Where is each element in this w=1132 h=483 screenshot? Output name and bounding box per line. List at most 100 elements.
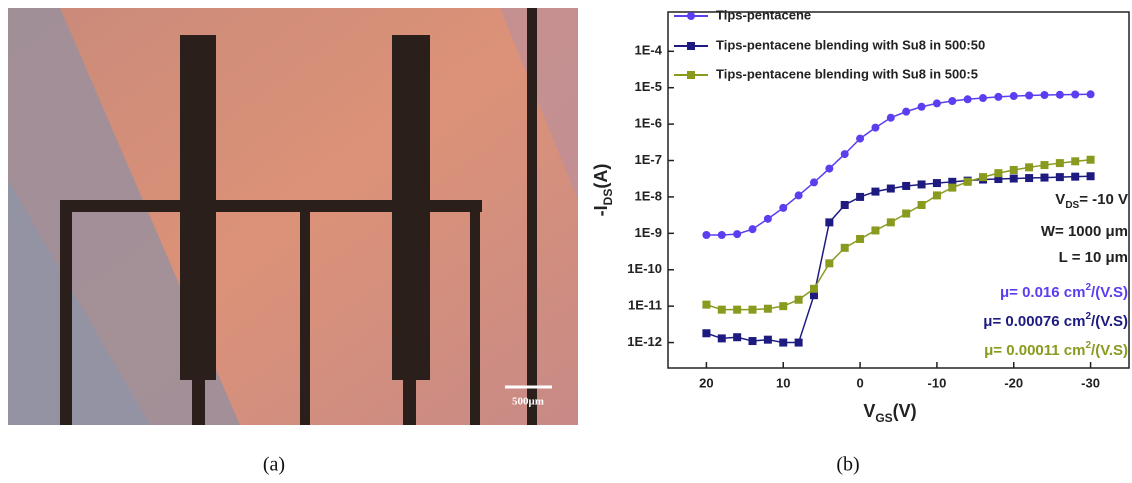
annotation: W= 1000 μm bbox=[1041, 223, 1128, 240]
marker bbox=[702, 300, 711, 309]
marker bbox=[840, 243, 849, 252]
annotation-part: /(V.S) bbox=[1091, 313, 1128, 330]
annotation: μ= 0.00076 cm2/(V.S) bbox=[983, 311, 1128, 330]
marker bbox=[1086, 155, 1095, 164]
x-tick-label: 10 bbox=[776, 375, 790, 390]
axis-label-unit: (A) bbox=[591, 164, 611, 189]
marker bbox=[886, 184, 895, 193]
legend-marker bbox=[687, 12, 695, 20]
annotation-part: V bbox=[1055, 191, 1065, 208]
annotation-part: DS bbox=[1065, 200, 1079, 211]
marker bbox=[733, 305, 742, 314]
annotation-part: = -10 V bbox=[1079, 191, 1128, 208]
marker bbox=[1055, 90, 1064, 99]
legend-marker bbox=[687, 71, 695, 79]
marker bbox=[948, 183, 957, 192]
x-tick-label: -10 bbox=[928, 375, 947, 390]
marker bbox=[917, 200, 926, 209]
marker bbox=[763, 335, 772, 344]
axis-label-sub: GS bbox=[875, 411, 892, 425]
y-tick-label: 1E-8 bbox=[635, 188, 662, 203]
marker bbox=[994, 169, 1003, 178]
marker bbox=[748, 225, 757, 234]
micrograph: 500μm bbox=[8, 8, 578, 425]
marker bbox=[809, 284, 818, 293]
marker bbox=[902, 107, 911, 116]
y-tick-label: 1E-5 bbox=[635, 79, 662, 94]
annotation: VDS= -10 V bbox=[1055, 191, 1128, 211]
marker bbox=[763, 214, 772, 223]
marker bbox=[1071, 172, 1080, 181]
caption: (b) bbox=[836, 454, 859, 476]
marker bbox=[733, 230, 742, 239]
marker bbox=[856, 134, 865, 143]
annotation-part: 2 bbox=[1085, 340, 1091, 351]
marker bbox=[871, 226, 880, 235]
marker bbox=[932, 99, 941, 108]
marker bbox=[902, 209, 911, 218]
x-tick-label: -20 bbox=[1004, 375, 1023, 390]
marker bbox=[794, 295, 803, 304]
legend-marker bbox=[687, 42, 695, 50]
annotation-part: μ= 0.00011 cm bbox=[984, 342, 1085, 359]
annotation-part: L = 10 μm bbox=[1059, 249, 1128, 266]
marker bbox=[763, 304, 772, 313]
legend-label: Tips-pentacene blending with Su8 in 500:… bbox=[716, 37, 985, 52]
axis-label-main: V bbox=[863, 401, 875, 421]
marker bbox=[1071, 90, 1080, 99]
marker bbox=[932, 191, 941, 200]
marker bbox=[825, 164, 834, 173]
marker bbox=[794, 338, 803, 347]
marker bbox=[902, 181, 911, 190]
annotation-part: /(V.S) bbox=[1091, 342, 1128, 359]
x-tick-label: -30 bbox=[1081, 375, 1100, 390]
annotation: μ= 0.016 cm2/(V.S) bbox=[1000, 282, 1128, 301]
marker bbox=[840, 150, 849, 159]
marker bbox=[717, 305, 726, 314]
marker bbox=[717, 230, 726, 239]
marker bbox=[733, 333, 742, 342]
marker bbox=[948, 97, 957, 106]
marker bbox=[994, 92, 1003, 101]
marker bbox=[1009, 165, 1018, 174]
y-tick-label: 1E-12 bbox=[627, 334, 662, 349]
marker bbox=[825, 218, 834, 227]
marker bbox=[825, 259, 834, 268]
marker bbox=[932, 179, 941, 188]
legend-label: Tips-pentacene blending with Su8 in 500:… bbox=[716, 66, 978, 81]
marker bbox=[1055, 159, 1064, 168]
marker bbox=[794, 191, 803, 200]
marker bbox=[963, 177, 972, 186]
annotation-part: 2 bbox=[1085, 311, 1091, 322]
plot-frame bbox=[667, 11, 1130, 369]
marker bbox=[1055, 173, 1064, 182]
annotation-part: W= 1000 μm bbox=[1041, 223, 1128, 240]
axis-label-unit: (V) bbox=[893, 401, 917, 421]
marker bbox=[871, 123, 880, 132]
marker bbox=[809, 178, 818, 187]
marker bbox=[948, 177, 957, 186]
marker bbox=[748, 305, 757, 314]
marker bbox=[1025, 174, 1034, 183]
marker bbox=[840, 200, 849, 209]
marker bbox=[779, 338, 788, 347]
axis-label-main: -I bbox=[591, 205, 611, 216]
annotation-part: /(V.S) bbox=[1091, 284, 1128, 301]
marker bbox=[1009, 174, 1018, 183]
annotation: L = 10 μm bbox=[1059, 249, 1128, 266]
marker bbox=[748, 337, 757, 346]
marker bbox=[1025, 163, 1034, 172]
annotation-part: μ= 0.00076 cm bbox=[983, 313, 1085, 330]
marker bbox=[917, 102, 926, 111]
marker bbox=[1071, 157, 1080, 166]
marker bbox=[1040, 91, 1049, 100]
marker bbox=[886, 113, 895, 122]
marker bbox=[702, 329, 711, 338]
marker bbox=[702, 230, 711, 239]
marker bbox=[1040, 173, 1049, 182]
annotation-part: 2 bbox=[1085, 282, 1091, 293]
x-tick-label: 0 bbox=[856, 375, 863, 390]
marker bbox=[856, 234, 865, 243]
y-tick-label: 1E-11 bbox=[628, 298, 662, 313]
marker bbox=[717, 334, 726, 343]
